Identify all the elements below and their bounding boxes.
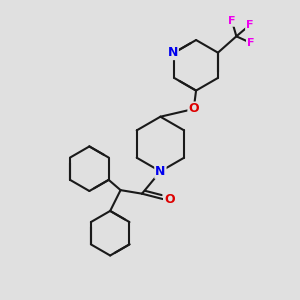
Text: F: F	[246, 20, 253, 30]
Text: O: O	[188, 103, 199, 116]
Text: F: F	[247, 38, 254, 48]
Text: F: F	[228, 16, 236, 26]
Text: O: O	[164, 193, 175, 206]
Text: N: N	[167, 46, 178, 59]
Text: N: N	[155, 165, 166, 178]
